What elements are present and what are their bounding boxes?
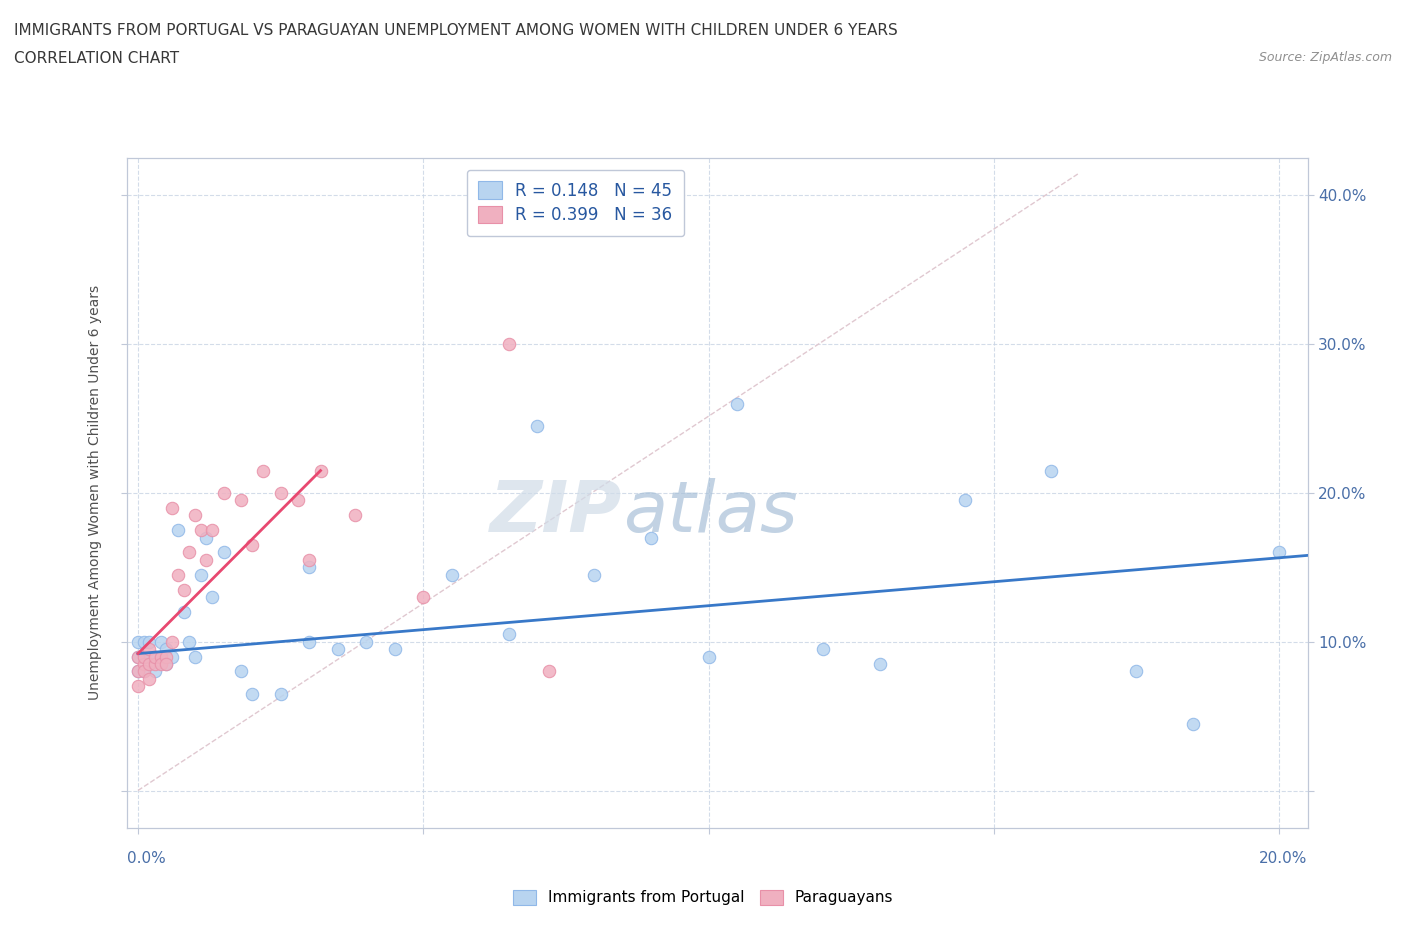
Point [240, 686, 263, 701]
Point [498, 627, 520, 642]
Point [149, 649, 172, 664]
Point [127, 649, 149, 664]
Text: Source: ZipAtlas.com: Source: ZipAtlas.com [1258, 51, 1392, 64]
Point [697, 649, 720, 664]
Point [384, 642, 406, 657]
Point [252, 463, 274, 478]
Point [240, 538, 263, 552]
Point [201, 523, 224, 538]
Point [212, 545, 235, 560]
Point [138, 634, 160, 649]
Point [143, 649, 166, 664]
Point [326, 642, 349, 657]
Point [1125, 664, 1147, 679]
Point [270, 485, 292, 500]
Legend: Immigrants from Portugal, Paraguayans: Immigrants from Portugal, Paraguayans [501, 877, 905, 918]
Point [155, 657, 177, 671]
Point [127, 649, 149, 664]
Point [526, 418, 548, 433]
Text: ZIP: ZIP [491, 479, 623, 548]
Point [1039, 463, 1062, 478]
Point [143, 664, 166, 679]
Point [287, 493, 309, 508]
Point [212, 485, 235, 500]
Point [195, 530, 218, 545]
Point [309, 463, 332, 478]
Point [167, 567, 190, 582]
Point [138, 649, 160, 664]
Text: IMMIGRANTS FROM PORTUGAL VS PARAGUAYAN UNEMPLOYMENT AMONG WOMEN WITH CHILDREN UN: IMMIGRANTS FROM PORTUGAL VS PARAGUAYAN U… [14, 23, 898, 38]
Point [190, 567, 212, 582]
Point [583, 567, 606, 582]
Point [179, 634, 201, 649]
Text: 0.0%: 0.0% [127, 851, 166, 866]
Point [149, 657, 172, 671]
Point [149, 634, 172, 649]
Point [412, 590, 434, 604]
Point [869, 657, 891, 671]
Text: CORRELATION CHART: CORRELATION CHART [14, 51, 179, 66]
Point [127, 664, 149, 679]
Point [343, 508, 366, 523]
Text: 20.0%: 20.0% [1260, 851, 1308, 866]
Point [1182, 716, 1205, 731]
Point [498, 337, 520, 352]
Point [143, 657, 166, 671]
Point [138, 671, 160, 686]
Point [132, 664, 155, 679]
Point [160, 500, 183, 515]
Point [195, 552, 218, 567]
Point [270, 686, 292, 701]
Point [138, 657, 160, 671]
Point [155, 649, 177, 664]
Point [132, 649, 155, 664]
Point [179, 545, 201, 560]
Point [167, 523, 190, 538]
Point [160, 634, 183, 649]
Point [298, 552, 321, 567]
Point [640, 530, 662, 545]
Y-axis label: Unemployment Among Women with Children Under 6 years: Unemployment Among Women with Children U… [89, 286, 103, 700]
Point [184, 649, 207, 664]
Point [143, 649, 166, 664]
Point [173, 604, 195, 619]
Point [155, 642, 177, 657]
Point [149, 649, 172, 664]
Point [725, 396, 748, 411]
Point [132, 634, 155, 649]
Point [201, 590, 224, 604]
Point [537, 664, 560, 679]
Point [440, 567, 463, 582]
Point [811, 642, 834, 657]
Point [127, 679, 149, 694]
Point [138, 642, 160, 657]
Point [132, 657, 155, 671]
Point [229, 664, 252, 679]
Point [155, 657, 177, 671]
Point [127, 634, 149, 649]
Point [127, 664, 149, 679]
Point [298, 560, 321, 575]
Point [132, 649, 155, 664]
Point [955, 493, 977, 508]
Point [184, 508, 207, 523]
Point [298, 634, 321, 649]
Point [190, 523, 212, 538]
Point [354, 634, 377, 649]
Legend: R = 0.148   N = 45, R = 0.399   N = 36: R = 0.148 N = 45, R = 0.399 N = 36 [467, 170, 683, 236]
Point [132, 664, 155, 679]
Point [229, 493, 252, 508]
Text: atlas: atlas [623, 479, 797, 548]
Point [1268, 545, 1291, 560]
Point [160, 649, 183, 664]
Point [173, 582, 195, 597]
